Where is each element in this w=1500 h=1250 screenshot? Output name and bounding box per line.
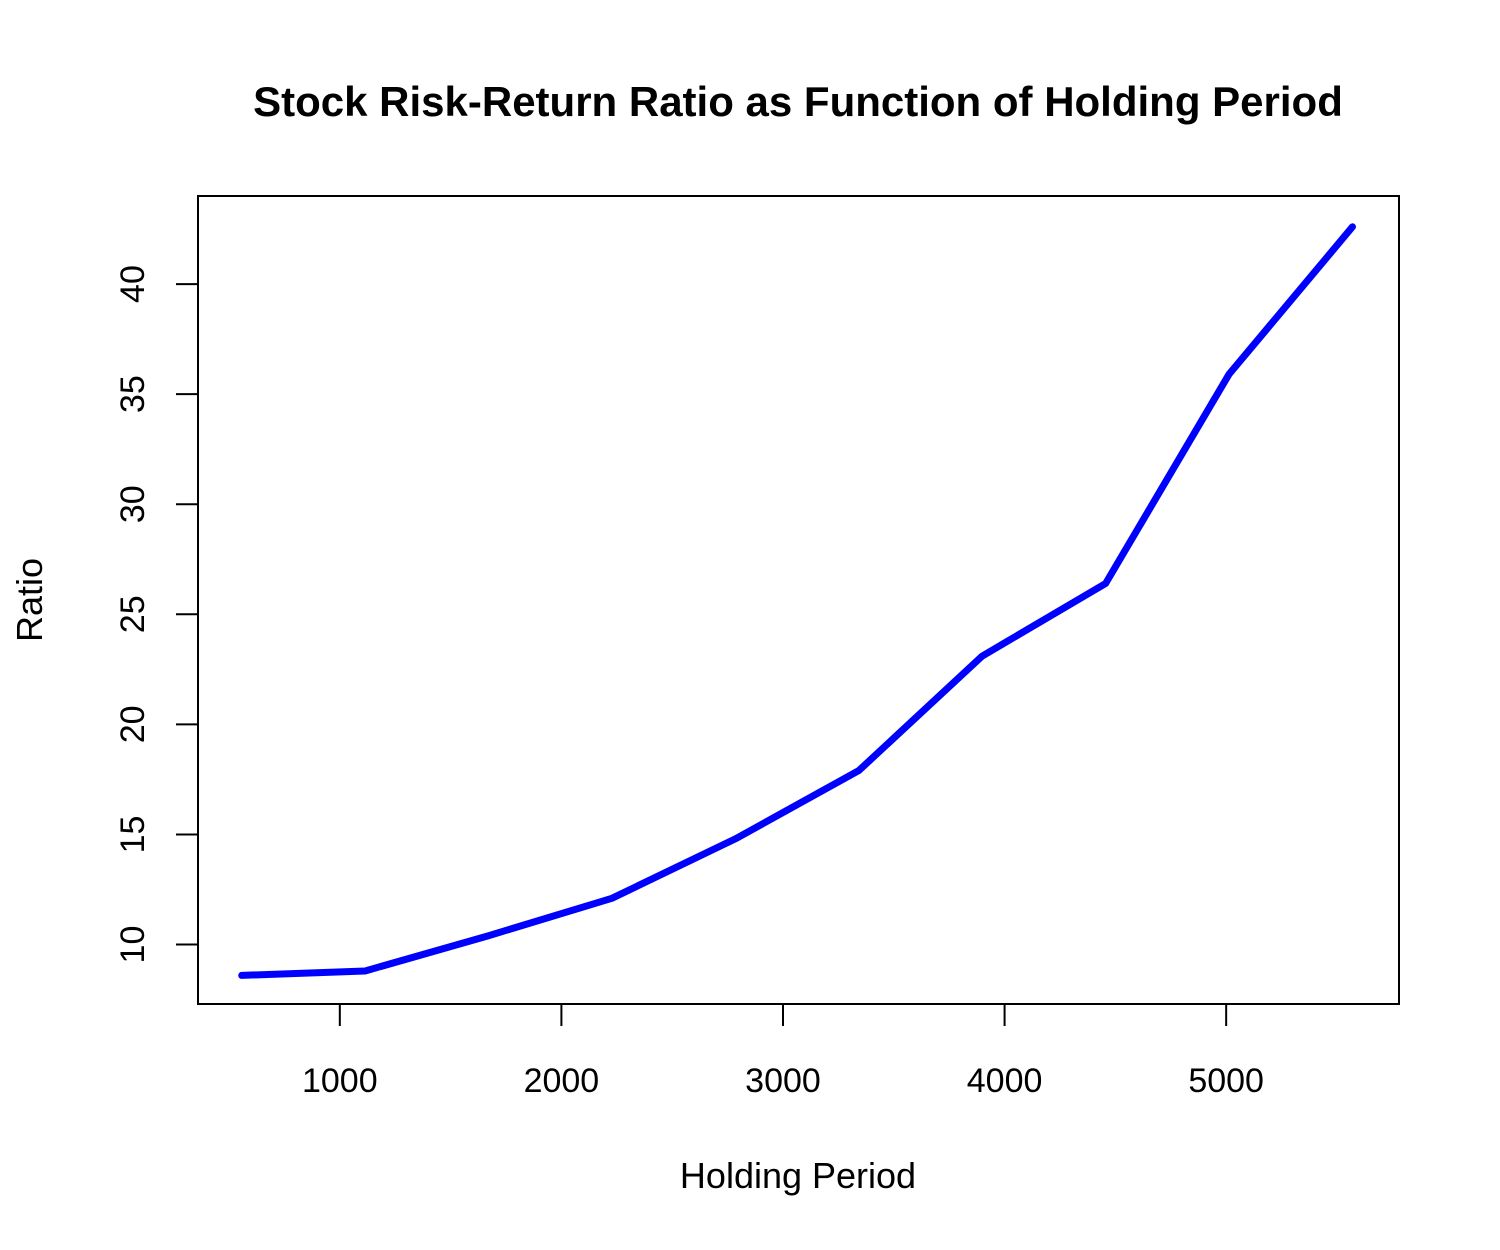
y-tick-label: 25 — [114, 595, 152, 633]
y-tick-label: 30 — [114, 485, 152, 523]
y-tick-label: 15 — [114, 816, 152, 854]
x-tick-label: 3000 — [745, 1062, 821, 1100]
y-axis: 10 15 20 25 30 35 40 — [114, 265, 199, 964]
y-tick-label: 10 — [114, 926, 152, 964]
x-axis-label: Holding Period — [680, 1155, 916, 1196]
y-tick-label: 40 — [114, 265, 152, 303]
y-tick-label: 20 — [114, 705, 152, 743]
x-tick-label: 2000 — [524, 1062, 600, 1100]
x-tick-label: 1000 — [302, 1062, 378, 1100]
plot-frame — [197, 195, 1400, 1005]
chart-title: Stock Risk-Return Ratio as Function of H… — [253, 78, 1343, 125]
x-tick-label: 5000 — [1188, 1062, 1264, 1100]
series-layer — [238, 223, 1356, 979]
y-axis-label: Ratio — [9, 558, 50, 642]
series-line — [238, 223, 1356, 979]
y-tick-label: 35 — [114, 375, 152, 413]
x-tick-label: 4000 — [967, 1062, 1043, 1100]
x-axis: 1000 2000 3000 4000 5000 — [302, 1003, 1264, 1100]
